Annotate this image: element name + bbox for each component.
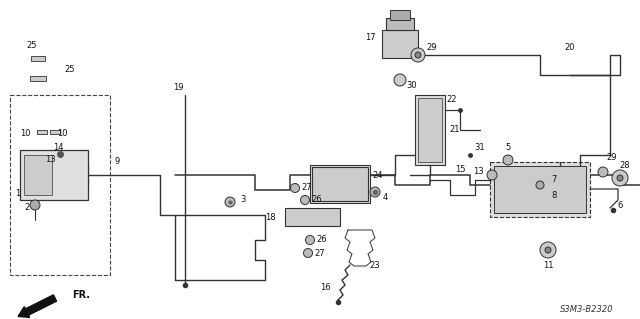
Text: 13: 13 — [473, 167, 483, 176]
Text: 10: 10 — [57, 129, 67, 137]
Text: 18: 18 — [265, 213, 275, 222]
Circle shape — [487, 170, 497, 180]
Text: 2: 2 — [24, 203, 29, 211]
Text: 29: 29 — [427, 43, 437, 53]
Text: 19: 19 — [173, 84, 183, 93]
Text: 15: 15 — [455, 166, 465, 174]
Circle shape — [303, 249, 312, 257]
Text: 1: 1 — [15, 189, 20, 197]
Text: 7: 7 — [551, 175, 557, 184]
Text: 20: 20 — [564, 43, 575, 53]
Bar — [382, 30, 418, 58]
Bar — [390, 10, 410, 20]
Bar — [30, 76, 46, 80]
Bar — [418, 98, 442, 162]
Text: 24: 24 — [372, 170, 383, 180]
Circle shape — [598, 167, 608, 177]
Text: 31: 31 — [475, 144, 485, 152]
Bar — [490, 162, 590, 217]
Bar — [494, 166, 586, 213]
Circle shape — [301, 196, 310, 204]
Text: 25: 25 — [27, 41, 37, 49]
Text: 8: 8 — [551, 190, 557, 199]
Circle shape — [225, 197, 235, 207]
Text: 13: 13 — [45, 155, 55, 165]
Circle shape — [612, 170, 628, 186]
Text: 17: 17 — [365, 33, 375, 42]
Text: 23: 23 — [370, 261, 380, 270]
Text: 4: 4 — [382, 194, 388, 203]
Circle shape — [503, 155, 513, 165]
Circle shape — [545, 247, 551, 253]
Circle shape — [394, 74, 406, 86]
Text: 30: 30 — [406, 80, 417, 90]
Circle shape — [30, 200, 40, 210]
Text: 16: 16 — [320, 284, 330, 293]
Text: 25: 25 — [65, 65, 76, 75]
Text: 21: 21 — [450, 125, 460, 135]
Bar — [415, 95, 445, 165]
Bar — [312, 167, 368, 201]
Circle shape — [540, 242, 556, 258]
Circle shape — [370, 187, 380, 197]
Text: 27: 27 — [315, 249, 325, 257]
Text: 5: 5 — [506, 144, 511, 152]
Circle shape — [33, 183, 43, 193]
Text: 9: 9 — [115, 158, 120, 167]
FancyArrow shape — [18, 295, 56, 317]
Text: 10: 10 — [20, 129, 30, 137]
Circle shape — [411, 48, 425, 62]
Bar — [10, 95, 110, 275]
Bar — [386, 18, 414, 30]
Text: FR.: FR. — [72, 290, 90, 300]
Circle shape — [617, 175, 623, 181]
Text: S3M3-B2320: S3M3-B2320 — [560, 306, 614, 315]
Bar — [31, 56, 45, 61]
Circle shape — [415, 52, 421, 58]
Text: 26: 26 — [317, 235, 327, 244]
Text: 3: 3 — [240, 196, 246, 204]
Text: 11: 11 — [543, 261, 553, 270]
Circle shape — [291, 183, 300, 192]
Text: 22: 22 — [447, 95, 457, 105]
Circle shape — [305, 235, 314, 244]
Circle shape — [34, 164, 42, 172]
Circle shape — [30, 160, 46, 176]
Bar — [37, 130, 47, 134]
Bar — [24, 155, 52, 195]
Text: 28: 28 — [620, 160, 630, 169]
Bar — [285, 208, 340, 226]
Text: 14: 14 — [52, 143, 63, 152]
Text: 6: 6 — [618, 201, 623, 210]
Bar — [20, 150, 88, 200]
Text: 29: 29 — [607, 153, 617, 162]
Circle shape — [536, 181, 544, 189]
Text: 27: 27 — [301, 183, 312, 192]
Bar — [310, 165, 370, 203]
Text: 26: 26 — [312, 196, 323, 204]
Bar — [50, 130, 60, 134]
